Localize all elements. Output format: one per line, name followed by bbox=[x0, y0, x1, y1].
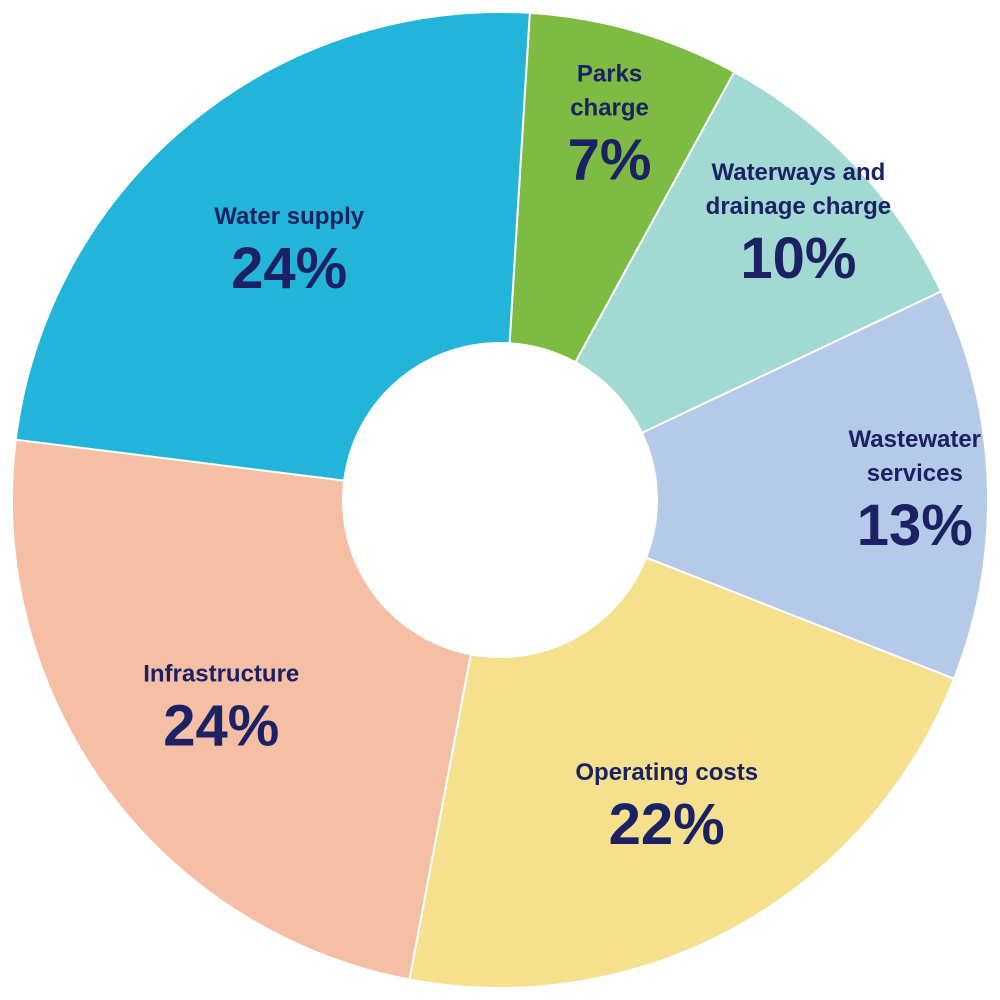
slice-name-label: Wastewater bbox=[849, 426, 982, 453]
slice-label: Infrastructure 24% bbox=[143, 660, 299, 758]
donut-hole bbox=[342, 342, 658, 658]
slice-value-label: 10% bbox=[740, 226, 856, 291]
slice-name-label: Operating costs bbox=[575, 759, 758, 786]
slice-label: Waterways and drainage charge 10% bbox=[706, 159, 891, 291]
slice-name-label: services bbox=[867, 460, 963, 487]
slice-value-label: 13% bbox=[857, 493, 973, 558]
slice-value-label: 24% bbox=[231, 236, 347, 301]
slice-name-label: Waterways and bbox=[711, 159, 885, 186]
slice-value-label: 24% bbox=[163, 693, 279, 758]
slice-name-label: charge bbox=[570, 94, 649, 121]
slice-label: Wastewater services 13% bbox=[849, 426, 982, 558]
slice-name-label: Infrastructure bbox=[143, 660, 299, 687]
slice-label: Water supply 24% bbox=[214, 203, 364, 301]
slice-name-label: drainage charge bbox=[706, 193, 891, 220]
slice-label: Operating costs 22% bbox=[575, 759, 758, 857]
slice-label: Parks charge 7% bbox=[568, 60, 652, 192]
slice-name-label: Parks bbox=[577, 60, 642, 87]
slice-value-label: 7% bbox=[568, 127, 652, 192]
pie-slice bbox=[497, 290, 989, 681]
slice-name-label: Water supply bbox=[214, 203, 364, 230]
labels-group: Parks charge 7% Waterways and drainage charg… bbox=[143, 60, 981, 857]
slice-value-label: 22% bbox=[609, 792, 725, 857]
